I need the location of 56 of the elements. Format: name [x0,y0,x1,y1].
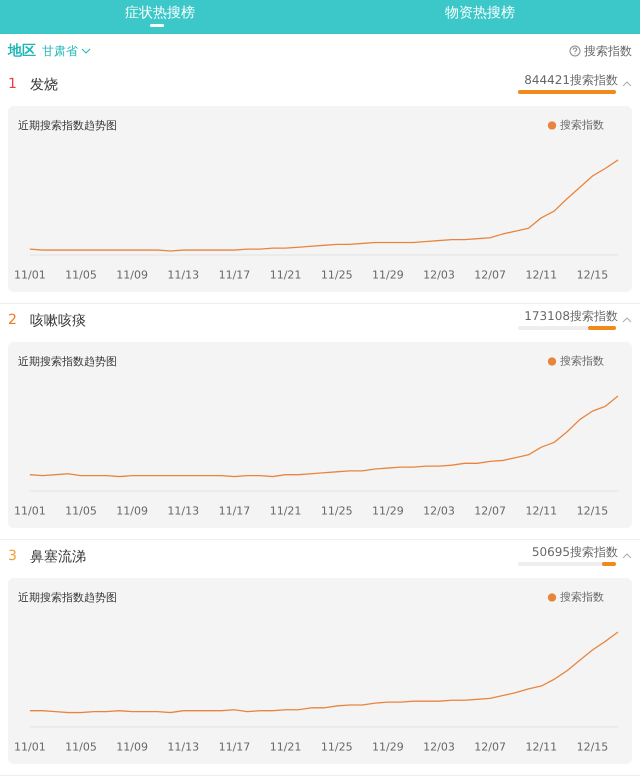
x-tick-label: 11/01 [14,268,46,282]
x-tick-label: 11/05 [65,504,97,518]
x-tick-label: 12/11 [525,268,558,282]
x-tick-label: 11/05 [65,268,97,282]
x-tick-label: 11/13 [167,268,200,282]
text: 搜索指数 [584,42,632,60]
chart-subtitle: 近期搜索指数趋势图 [18,354,117,369]
x-tick-label: 11/01 [14,740,46,754]
legend-label: 搜索指数 [560,590,604,604]
x-tick-label: 11/25 [320,740,353,754]
x-tick-label: 12/15 [576,740,608,754]
x-tick-label: 11/13 [167,740,200,754]
x-tick-label: 12/03 [423,504,455,518]
x-tick-label: 11/25 [320,268,353,282]
text: 844421搜索指数 [524,72,618,89]
text: 地区 [8,42,36,60]
text: 甘肃省 [42,42,78,60]
text: 物资热搜榜 [444,4,516,23]
text: 2 [8,312,17,328]
x-tick-label: 12/03 [423,740,455,754]
x-tick-label: 12/03 [423,268,455,282]
text: 1 [8,76,17,92]
text: 3 [8,548,17,564]
text: 50695搜索指数 [532,544,618,561]
x-tick-label: 11/25 [320,504,353,518]
x-tick-label: 11/09 [116,504,148,518]
x-tick-label: 11/21 [270,740,302,754]
chart-title: 发烧 [30,76,58,94]
x-tick-label: 11/13 [167,504,200,518]
x-tick-label: 11/17 [218,740,250,754]
x-tick-label: 12/07 [474,504,506,518]
x-tick-label: 11/29 [372,740,404,754]
x-tick-label: 12/11 [525,740,558,754]
x-tick-label: 11/01 [14,504,46,518]
x-tick-label: 12/07 [474,268,506,282]
x-tick-label: 11/09 [116,268,148,282]
legend-label: 搜索指数 [560,118,604,132]
x-tick-label: 12/07 [474,740,506,754]
x-tick-label: 11/21 [270,504,302,518]
chart-subtitle: 近期搜索指数趋势图 [18,118,117,133]
chart-title: 咳嗽咳痰 [30,312,86,330]
x-tick-label: 11/09 [116,740,148,754]
x-tick-label: 12/15 [576,268,608,282]
legend-label: 搜索指数 [560,354,604,368]
x-tick-label: 12/15 [576,504,608,518]
x-tick-label: 11/29 [372,504,404,518]
x-tick-label: 11/05 [65,740,97,754]
x-tick-label: 11/17 [218,504,250,518]
x-tick-label: 11/21 [270,268,302,282]
x-tick-label: 11/29 [372,268,404,282]
x-tick-label: 12/11 [525,504,558,518]
chart-title: 鼻塞流涕 [30,548,86,566]
text: 173108搜索指数 [524,308,618,325]
chart-subtitle: 近期搜索指数趋势图 [18,590,117,605]
x-tick-label: 11/17 [218,268,250,282]
text: 症状热搜榜 [124,4,196,23]
